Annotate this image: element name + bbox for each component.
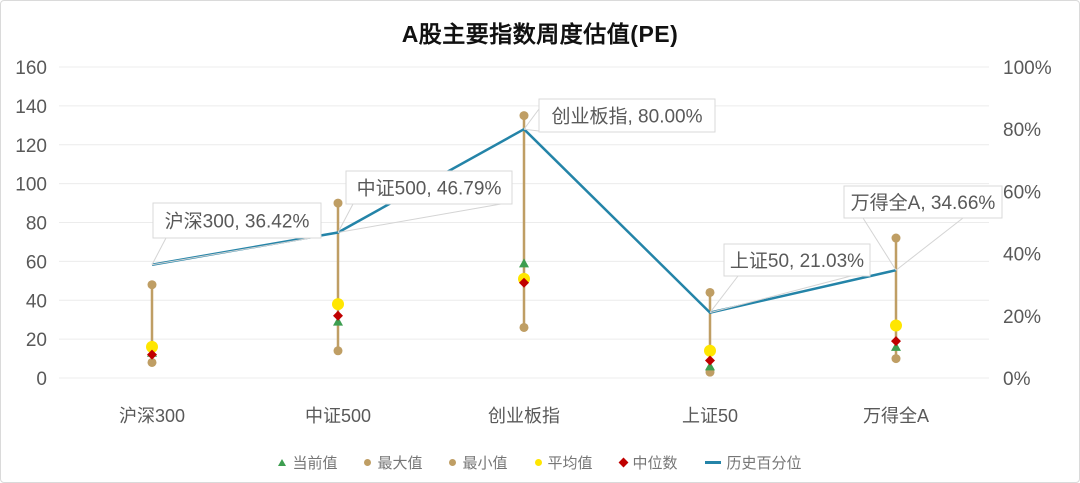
leader-line [337, 203, 502, 233]
median-marker [705, 355, 715, 366]
x-axis-category-label: 上证50 [682, 406, 738, 426]
y-axis-tick-label-left: 0 [36, 369, 47, 390]
min-legend-marker-icon [449, 459, 457, 466]
data-label-text: 万得全A, 34.66% [851, 192, 996, 214]
legend-item-label: 历史百分位 [726, 455, 802, 472]
average-marker [704, 344, 716, 357]
current-legend-marker-icon [278, 459, 287, 466]
leader-line [709, 275, 852, 314]
y-axis-tick-label-left: 140 [15, 97, 47, 118]
min-marker [519, 322, 529, 332]
median-marker [147, 349, 157, 360]
y-axis-tick-label-left: 120 [15, 136, 47, 157]
leader-line [709, 275, 739, 313]
chart-legend: 当前值 最大值 最小值 平均值 中位数 历史百分位 [1, 452, 1079, 473]
median-marker [519, 277, 529, 288]
x-axis-category-label: 万得全A [863, 406, 929, 426]
y-axis-tick-label-left: 40 [26, 291, 47, 312]
current-marker [333, 316, 343, 326]
x-axis-category-label: 创业板指 [488, 406, 560, 426]
median-marker [333, 310, 343, 321]
y-axis-tick-label-left: 20 [26, 330, 47, 351]
current-marker [891, 341, 901, 351]
legend-item-label: 平均值 [547, 455, 593, 472]
max-legend-marker-icon [364, 459, 372, 466]
legend-item-min: 最小值 [449, 452, 508, 473]
average-marker [890, 319, 902, 332]
data-label-box [345, 170, 513, 205]
y-axis-tick-label-right: 60% [1003, 182, 1041, 203]
median-legend-marker-icon [618, 457, 628, 468]
max-marker [333, 198, 343, 208]
legend-item-percentile: 历史百分位 [704, 452, 802, 473]
x-axis-category-label: 沪深300 [119, 406, 185, 426]
leader-line [895, 217, 964, 271]
legend-item-max: 最大值 [364, 452, 422, 473]
data-label-text: 中证500, 46.79% [357, 178, 502, 200]
legend-item-label: 当前值 [292, 455, 338, 472]
data-label-text: 创业板指, 80.00% [552, 106, 703, 128]
data-label-box [843, 185, 1003, 219]
leader-line [151, 237, 167, 265]
legend-item-label: 最小值 [462, 455, 508, 472]
y-axis-tick-label-right: 40% [1003, 245, 1041, 266]
legend-item-average: 平均值 [534, 452, 593, 473]
average-legend-marker-icon [534, 459, 542, 466]
data-label-text: 上证50, 21.03% [730, 250, 864, 272]
legend-item-label: 中位数 [632, 455, 678, 472]
percentile-legend-marker-icon [704, 461, 721, 464]
min-marker [333, 346, 343, 356]
median-marker [891, 336, 901, 347]
data-label-box [723, 243, 871, 277]
max-marker [891, 233, 901, 243]
y-axis-tick-label-right: 0% [1003, 369, 1031, 390]
y-axis-tick-label-left: 60 [26, 252, 47, 273]
min-marker [147, 357, 157, 367]
data-label-box [538, 98, 716, 133]
data-label-box [152, 202, 322, 239]
leader-line [523, 128, 540, 132]
y-axis-tick-label-left: 100 [15, 175, 47, 196]
y-axis-tick-label-right: 100% [1003, 58, 1052, 79]
current-marker [705, 361, 715, 371]
min-marker [891, 354, 901, 364]
y-axis-tick-label-left: 80 [26, 214, 47, 235]
max-marker [705, 287, 715, 297]
chart-title: A股主要指数周度估值(PE) [401, 21, 679, 47]
y-axis-tick-label-right: 80% [1003, 120, 1041, 141]
y-axis-tick-label-left: 160 [15, 58, 47, 79]
legend-item-label: 最大值 [377, 455, 423, 472]
current-marker [519, 258, 529, 268]
leader-line [151, 237, 312, 266]
average-marker [332, 298, 344, 311]
leader-line [862, 217, 897, 271]
average-marker [146, 340, 158, 353]
y-axis-tick-label-right: 20% [1003, 307, 1041, 328]
legend-item-current: 当前值 [278, 452, 337, 473]
leader-line [337, 203, 354, 233]
legend-item-median: 中位数 [618, 452, 678, 473]
x-axis-category-label: 中证500 [305, 406, 371, 426]
leader-line [523, 108, 540, 130]
max-marker [147, 280, 157, 290]
max-marker [519, 111, 529, 121]
data-label-text: 沪深300, 36.42% [165, 211, 310, 233]
